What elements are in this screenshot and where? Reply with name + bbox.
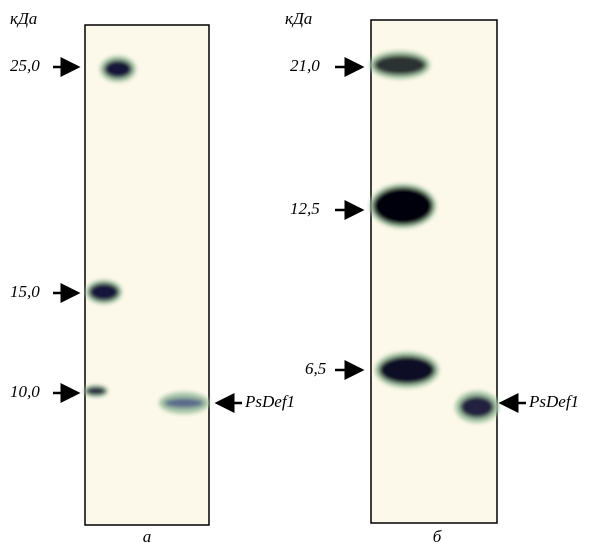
panel-a: кДа 25,0 15,0 10,0 PsDef1 а bbox=[10, 9, 295, 546]
figure: кДа 25,0 15,0 10,0 PsDef1 а кДа 21,0 12,… bbox=[0, 0, 593, 546]
gel-lane bbox=[85, 25, 209, 525]
marker-label: 21,0 bbox=[290, 56, 320, 75]
target-label: PsDef1 bbox=[244, 392, 295, 411]
marker-label: 10,0 bbox=[10, 382, 40, 401]
marker-label: 15,0 bbox=[10, 282, 40, 301]
marker-label: 6,5 bbox=[305, 359, 326, 378]
panel-caption: а bbox=[143, 527, 152, 546]
panel-caption: б bbox=[433, 527, 442, 546]
marker-label: 12,5 bbox=[290, 199, 320, 218]
unit-label: кДа bbox=[285, 9, 312, 28]
marker-label: 25,0 bbox=[10, 56, 40, 75]
gel-lane bbox=[371, 20, 497, 523]
unit-label: кДа bbox=[10, 9, 37, 28]
target-label: PsDef1 bbox=[528, 392, 579, 411]
panel-b: кДа 21,0 12,5 6,5 PsDef1 б bbox=[285, 9, 579, 546]
